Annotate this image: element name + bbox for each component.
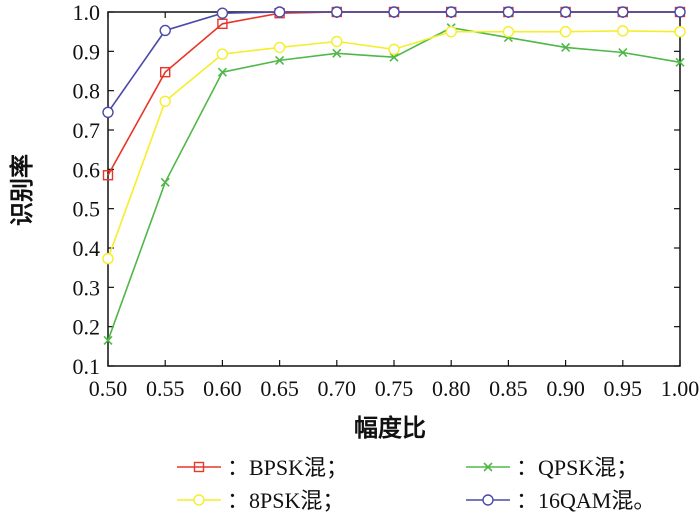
y-tick-label: 0.3 — [73, 275, 101, 300]
data-point — [216, 48, 229, 60]
data-point — [502, 25, 515, 38]
legend-label: ：16QAM混。 — [516, 488, 655, 513]
legend-label: ：8PSK混； — [227, 488, 344, 513]
data-point — [559, 25, 572, 38]
legend-label: ：BPSK混； — [227, 455, 348, 480]
series-line-0 — [107, 11, 680, 176]
series-markers — [102, 6, 686, 345]
x-tick-label: 0.65 — [260, 376, 299, 401]
data-point — [216, 7, 229, 19]
x-tick-label: 0.85 — [489, 376, 528, 401]
data-point — [159, 95, 171, 107]
y-tick-label: 0.4 — [73, 236, 101, 261]
data-point — [217, 67, 227, 77]
data-point — [102, 252, 114, 265]
series-lines — [107, 11, 681, 341]
data-point — [445, 6, 457, 18]
data-point — [445, 25, 457, 38]
x-tick-label: 0.95 — [604, 376, 643, 401]
legend-item: ：BPSK混； — [177, 455, 348, 480]
legend-item: ：8PSK混； — [177, 488, 344, 513]
legend-item: ：QPSK混； — [466, 455, 638, 480]
data-point — [388, 43, 400, 56]
x-tick-label: 0.90 — [546, 376, 585, 401]
data-point — [217, 18, 228, 29]
data-point — [332, 48, 342, 58]
x-tick-label: 0.60 — [203, 376, 242, 401]
x-tick-label: 0.70 — [318, 376, 357, 401]
x-tick-label: 0.80 — [432, 376, 471, 401]
data-point — [618, 47, 628, 58]
data-point — [559, 6, 572, 18]
x-axis: 0.50 0.55 0.60 0.65 0.70 0.75 0.80 0.85 0.90 0.95… — [89, 12, 700, 401]
x-tick-label: 0.50 — [89, 376, 128, 401]
series-line-2 — [107, 30, 681, 259]
plot-frame — [107, 11, 681, 367]
legend-marker — [483, 462, 493, 472]
data-point — [617, 25, 629, 37]
y-tick-label: 1.0 — [73, 0, 101, 25]
y-tick-label: 0.7 — [73, 118, 101, 143]
y-axis: 0.1 0.2 0.3 0.4 0.5 0.6 0.7 0.8 0.9 1.0 — [73, 0, 680, 379]
y-tick-label: 0.2 — [73, 315, 101, 340]
y-tick-label: 0.9 — [73, 39, 101, 64]
y-tick-label: 0.1 — [73, 354, 101, 379]
y-tick-label: 0.5 — [73, 197, 101, 222]
data-point — [160, 177, 170, 187]
legend-marker — [193, 461, 205, 473]
data-point — [273, 6, 286, 18]
y-axis-title: 识别率 — [8, 154, 36, 226]
data-point — [103, 335, 113, 345]
y-tick-label: 0.8 — [73, 79, 101, 104]
data-point — [331, 6, 343, 18]
x-tick-label: 0.75 — [375, 376, 414, 401]
data-point — [331, 35, 343, 48]
series-line-1 — [107, 26, 681, 341]
data-point — [102, 106, 114, 119]
data-point — [388, 6, 400, 18]
plot-border — [107, 11, 681, 367]
series-line-3 — [107, 11, 680, 113]
x-tick-label: 0.55 — [146, 376, 185, 401]
data-point — [502, 6, 515, 18]
legend: ：BPSK混； ：QPSK混； ：8PSK混； ：16QAM混。 — [177, 455, 655, 513]
y-tick-label: 0.6 — [73, 157, 101, 182]
x-axis-title: 幅度比 — [354, 414, 426, 442]
legend-item: ：16QAM混。 — [466, 488, 655, 513]
data-point — [561, 42, 571, 52]
data-point — [275, 55, 285, 65]
data-point — [159, 24, 171, 37]
data-point — [389, 52, 399, 62]
data-point — [674, 25, 686, 38]
data-point — [102, 170, 114, 181]
data-point — [675, 57, 685, 67]
data-point — [159, 66, 171, 78]
x-tick-label: 1.00 — [661, 376, 700, 401]
legend-label: ：QPSK混； — [516, 455, 638, 480]
legend-marker — [482, 494, 494, 506]
data-point — [273, 41, 286, 54]
legend-marker — [193, 494, 205, 506]
data-point — [674, 6, 686, 18]
data-point — [617, 6, 629, 18]
